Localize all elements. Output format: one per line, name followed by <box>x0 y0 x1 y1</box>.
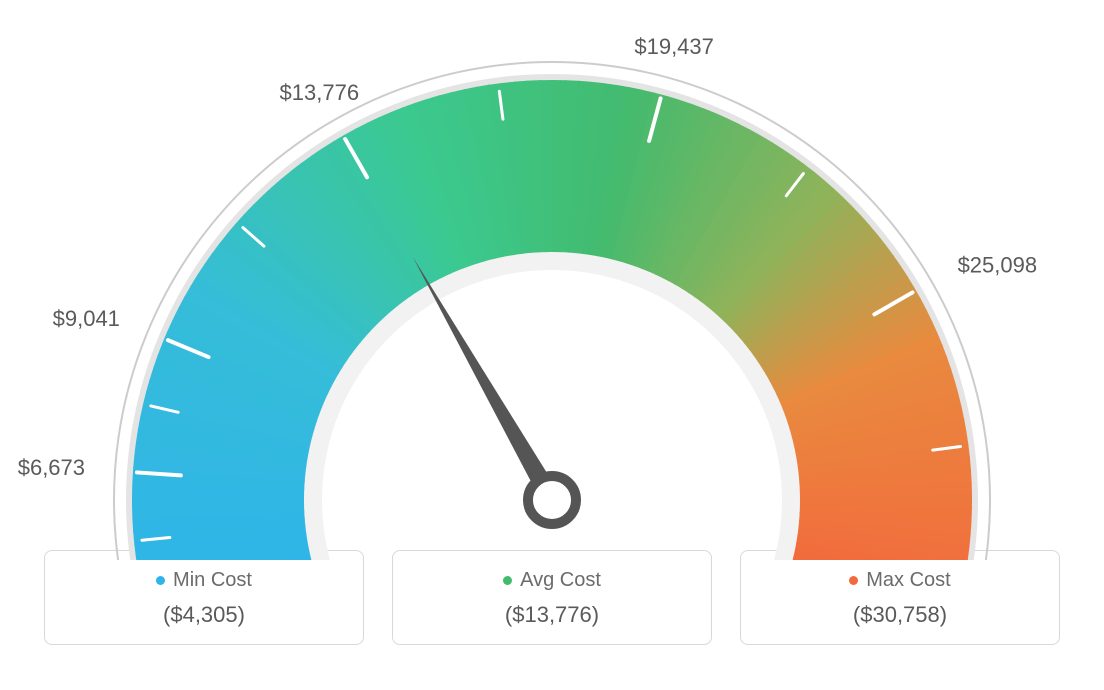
gauge-tick-label: $19,437 <box>634 34 714 59</box>
legend-card-min: Min Cost ($4,305) <box>44 550 364 645</box>
legend-value-max: ($30,758) <box>751 602 1049 628</box>
gauge-svg: $4,305$6,673$9,041$13,776$19,437$25,098$… <box>0 20 1104 560</box>
legend-title-max: Max Cost <box>751 569 1049 592</box>
legend-title-min: Min Cost <box>55 569 353 592</box>
cost-gauge-widget: $4,305$6,673$9,041$13,776$19,437$25,098$… <box>0 0 1104 690</box>
gauge-area: $4,305$6,673$9,041$13,776$19,437$25,098$… <box>0 0 1104 540</box>
dot-icon <box>849 576 858 585</box>
dot-icon <box>503 576 512 585</box>
legend-value-avg: ($13,776) <box>403 602 701 628</box>
gauge-tick-label: $6,673 <box>18 455 85 480</box>
gauge-tick-label: $25,098 <box>958 252 1038 277</box>
gauge-needle <box>413 257 561 505</box>
gauge-tick-label: $9,041 <box>53 306 120 331</box>
legend-title-label: Min Cost <box>173 569 252 592</box>
dot-icon <box>156 576 165 585</box>
legend-title-label: Avg Cost <box>520 569 601 592</box>
legend-title-avg: Avg Cost <box>403 569 701 592</box>
legend-card-max: Max Cost ($30,758) <box>740 550 1060 645</box>
gauge-tick-label: $13,776 <box>280 80 360 105</box>
legend-title-label: Max Cost <box>866 569 950 592</box>
legend-row: Min Cost ($4,305) Avg Cost ($13,776) Max… <box>0 550 1104 645</box>
legend-value-min: ($4,305) <box>55 602 353 628</box>
legend-card-avg: Avg Cost ($13,776) <box>392 550 712 645</box>
